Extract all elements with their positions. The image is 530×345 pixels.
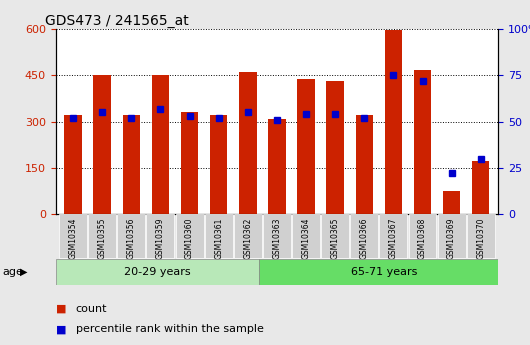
Text: GSM10361: GSM10361 xyxy=(214,217,223,259)
Text: percentile rank within the sample: percentile rank within the sample xyxy=(76,325,263,334)
FancyBboxPatch shape xyxy=(205,214,233,258)
FancyBboxPatch shape xyxy=(467,214,494,258)
FancyBboxPatch shape xyxy=(146,214,174,258)
Text: GSM10367: GSM10367 xyxy=(389,217,398,259)
Text: 20-29 years: 20-29 years xyxy=(124,267,191,277)
Text: 65-71 years: 65-71 years xyxy=(351,267,418,277)
FancyBboxPatch shape xyxy=(438,214,465,258)
Text: GSM10368: GSM10368 xyxy=(418,217,427,259)
Bar xyxy=(93,75,111,214)
Text: GSM10359: GSM10359 xyxy=(156,217,165,259)
Text: GSM10369: GSM10369 xyxy=(447,217,456,259)
FancyBboxPatch shape xyxy=(260,259,510,285)
Text: GSM10354: GSM10354 xyxy=(68,217,77,259)
FancyBboxPatch shape xyxy=(59,214,87,258)
FancyBboxPatch shape xyxy=(56,259,260,285)
Bar xyxy=(385,30,402,214)
FancyBboxPatch shape xyxy=(263,214,291,258)
Bar xyxy=(64,116,82,214)
FancyBboxPatch shape xyxy=(321,214,349,258)
Text: GSM10355: GSM10355 xyxy=(98,217,107,259)
Text: GSM10366: GSM10366 xyxy=(360,217,369,259)
Bar xyxy=(326,81,344,214)
Bar xyxy=(414,70,431,214)
Bar xyxy=(472,161,490,214)
FancyBboxPatch shape xyxy=(89,214,116,258)
Text: count: count xyxy=(76,304,107,314)
Text: GSM10360: GSM10360 xyxy=(185,217,194,259)
Bar xyxy=(356,115,373,214)
Bar xyxy=(210,116,227,214)
Text: ▶: ▶ xyxy=(20,267,28,277)
FancyBboxPatch shape xyxy=(175,214,204,258)
Text: GSM10364: GSM10364 xyxy=(302,217,311,259)
FancyBboxPatch shape xyxy=(379,214,408,258)
Text: GSM10356: GSM10356 xyxy=(127,217,136,259)
Text: GSM10362: GSM10362 xyxy=(243,217,252,259)
Bar xyxy=(239,72,257,214)
Bar xyxy=(181,112,198,214)
Bar xyxy=(443,191,461,214)
Bar xyxy=(122,116,140,214)
Bar xyxy=(152,75,169,214)
FancyBboxPatch shape xyxy=(234,214,262,258)
Bar xyxy=(268,119,286,214)
Text: GDS473 / 241565_at: GDS473 / 241565_at xyxy=(45,14,189,28)
Text: GSM10363: GSM10363 xyxy=(272,217,281,259)
FancyBboxPatch shape xyxy=(117,214,145,258)
Text: ■: ■ xyxy=(56,325,66,334)
FancyBboxPatch shape xyxy=(409,214,437,258)
Text: age: age xyxy=(3,267,23,277)
Text: GSM10370: GSM10370 xyxy=(476,217,485,259)
FancyBboxPatch shape xyxy=(350,214,378,258)
Text: ■: ■ xyxy=(56,304,66,314)
Text: GSM10365: GSM10365 xyxy=(331,217,340,259)
Bar xyxy=(297,79,315,214)
FancyBboxPatch shape xyxy=(292,214,320,258)
